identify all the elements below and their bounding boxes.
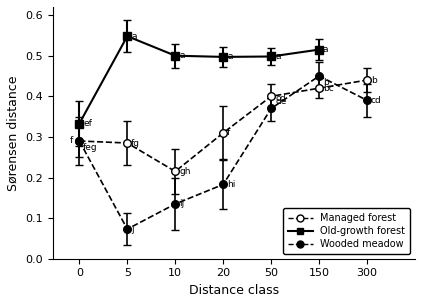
Text: ef: ef <box>83 119 92 128</box>
Text: f: f <box>227 128 230 137</box>
Text: fg: fg <box>131 139 140 147</box>
Text: a: a <box>131 32 137 41</box>
Text: cd: cd <box>371 96 381 105</box>
Text: j: j <box>131 225 134 234</box>
Text: f: f <box>70 136 73 146</box>
X-axis label: Distance class: Distance class <box>189 284 279 297</box>
Text: bc: bc <box>323 84 334 93</box>
Text: b: b <box>323 78 329 87</box>
Text: cd: cd <box>275 94 286 103</box>
Legend: Managed forest, Old-growth forest, Wooded meadow: Managed forest, Old-growth forest, Woode… <box>284 208 410 254</box>
Text: a: a <box>323 45 328 54</box>
Text: de: de <box>275 98 287 106</box>
Text: a: a <box>179 51 184 60</box>
Y-axis label: Sørensen distance: Sørensen distance <box>7 75 20 191</box>
Text: ij: ij <box>179 199 184 209</box>
Text: a: a <box>275 52 281 61</box>
Text: hi: hi <box>227 180 235 189</box>
Text: a: a <box>227 52 233 61</box>
Text: feg: feg <box>83 143 98 152</box>
Text: b: b <box>371 76 377 85</box>
Text: gh: gh <box>179 167 191 176</box>
